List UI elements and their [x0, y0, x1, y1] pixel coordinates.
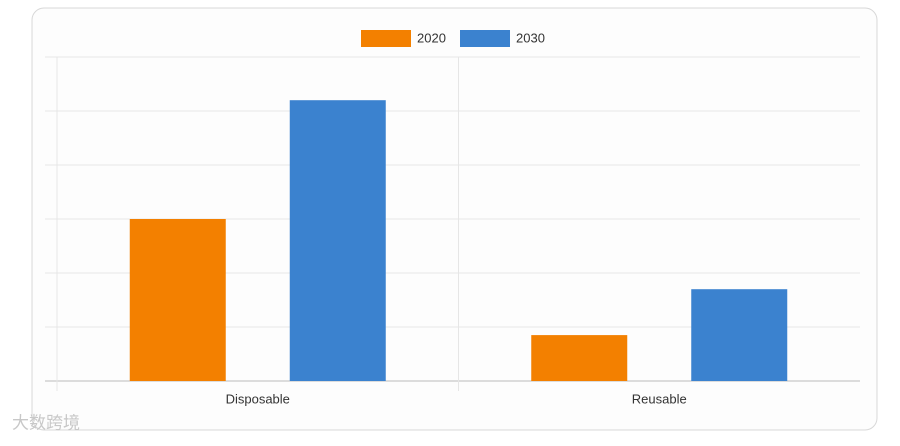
x-tick-label: Reusable	[632, 391, 687, 406]
x-tick-label: Disposable	[226, 391, 290, 406]
legend-label: 2020	[417, 30, 446, 45]
bar	[531, 335, 628, 381]
bar	[691, 289, 788, 381]
bar	[129, 219, 226, 381]
legend-swatch	[361, 30, 411, 47]
bar	[289, 100, 386, 381]
watermark: 大数跨境	[12, 413, 80, 432]
legend-label: 2030	[516, 30, 545, 45]
legend-swatch	[460, 30, 510, 47]
